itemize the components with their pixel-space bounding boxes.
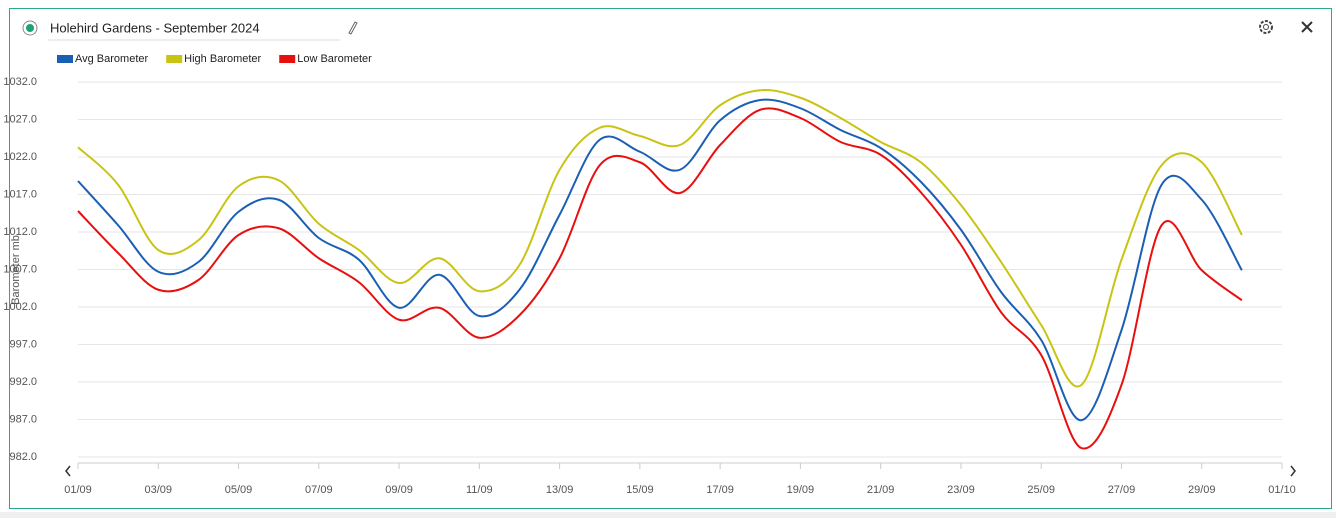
y-tick-label: 1032.0 [3,76,37,88]
scrollbar [0,512,1336,518]
y-axis-label: Barometer mb [10,235,22,305]
close-icon[interactable] [1301,21,1313,33]
legend-swatch [166,55,183,63]
y-tick-label: 997.0 [9,338,37,350]
series-line [77,89,1243,388]
chart-title: Holehird Gardens - September 2024 [50,20,260,35]
y-tick-label: 1002.0 [3,301,37,313]
settings-icon[interactable] [1259,20,1273,34]
next-arrow[interactable] [1290,465,1296,477]
x-tick-label: 15/09 [626,484,654,496]
x-tick-label: 09/09 [385,484,413,496]
y-tick-label: 1017.0 [3,188,37,200]
legend-label: Low Barometer [297,53,372,65]
y-tick-label: 992.0 [9,376,37,388]
status-ring [22,20,38,36]
y-tick-label: 1027.0 [3,113,37,125]
x-tick-label: 01/09 [64,484,92,496]
series-line [77,107,1243,450]
legend-swatch [57,55,73,63]
panel [9,8,1332,509]
y-tick-label: 982.0 [9,451,37,463]
x-tick-label: 11/09 [466,484,493,496]
x-tick-label: 13/09 [546,484,574,496]
y-tick-label: 1007.0 [3,263,37,275]
x-tick-label: 03/09 [145,484,173,496]
x-tick-label: 21/09 [867,484,895,496]
y-tick-label: 1022.0 [3,151,37,163]
legend-label: High Barometer [184,53,261,65]
y-tick-label: 1012.0 [3,226,37,238]
x-tick-label: 17/09 [706,484,734,496]
y-tick-label: 987.0 [9,413,37,425]
x-tick-label: 23/09 [947,484,975,496]
status-dot [26,24,34,32]
x-tick-label: 19/09 [787,484,815,496]
x-tick-label: 07/09 [305,484,333,496]
x-tick-label: 01/10 [1268,484,1296,496]
legend-swatch [279,55,296,63]
x-tick-label: 05/09 [225,484,253,496]
edit-icon[interactable] [348,21,358,35]
prev-arrow[interactable] [65,465,71,477]
x-tick-label: 27/09 [1108,484,1136,496]
x-tick-label: 29/09 [1188,484,1216,496]
x-tick-label: 25/09 [1027,484,1055,496]
legend-label: Avg Barometer [75,53,149,65]
series-line [77,98,1243,422]
